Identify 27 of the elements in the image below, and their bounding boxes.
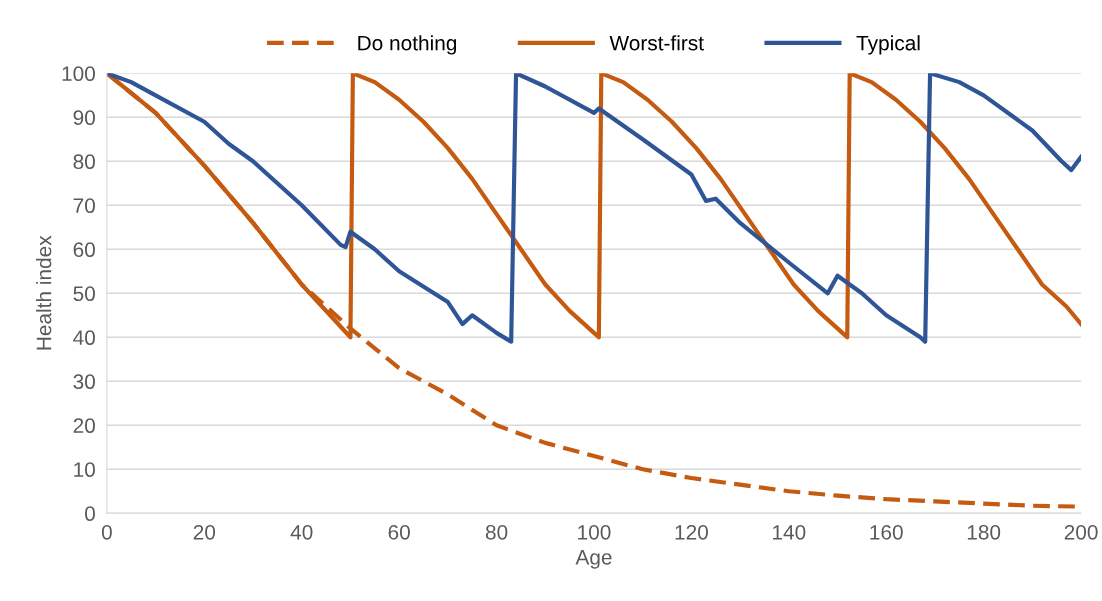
legend-label: Typical [856, 35, 920, 55]
y-tick-label: 10 [74, 462, 95, 478]
y-tick-label: 0 [85, 506, 95, 522]
x-tick-label: 0 [101, 524, 112, 540]
x-tick-label: 60 [388, 524, 410, 540]
x-tick-label: 100 [578, 524, 611, 540]
legend-label: Do nothing [358, 35, 457, 55]
x-tick-label: 40 [290, 524, 313, 540]
y-tick-label: 40 [73, 330, 95, 346]
y-tick-label: 60 [73, 242, 95, 258]
x-tick-label: 80 [485, 524, 508, 540]
y-tick-label: 80 [73, 154, 95, 170]
x-axis-title: Age [575, 550, 612, 569]
legend-label: Worst-first [609, 35, 704, 51]
x-tick-label: 200 [1064, 524, 1098, 540]
x-tick-label: 180 [967, 524, 1001, 540]
y-tick-label: 20 [73, 418, 95, 434]
x-tick-label: 160 [870, 524, 903, 540]
y-tick-label: 70 [73, 198, 95, 214]
x-tick-label: 20 [193, 524, 216, 540]
x-tick-label: 140 [773, 524, 806, 540]
x-tick-label: 120 [675, 524, 708, 540]
y-tick-label: 50 [73, 286, 95, 302]
y-axis-title: Health index [36, 235, 52, 350]
y-tick-label: 100 [62, 66, 95, 82]
y-tick-label: 30 [73, 374, 95, 390]
y-tick-label: 90 [73, 110, 95, 126]
